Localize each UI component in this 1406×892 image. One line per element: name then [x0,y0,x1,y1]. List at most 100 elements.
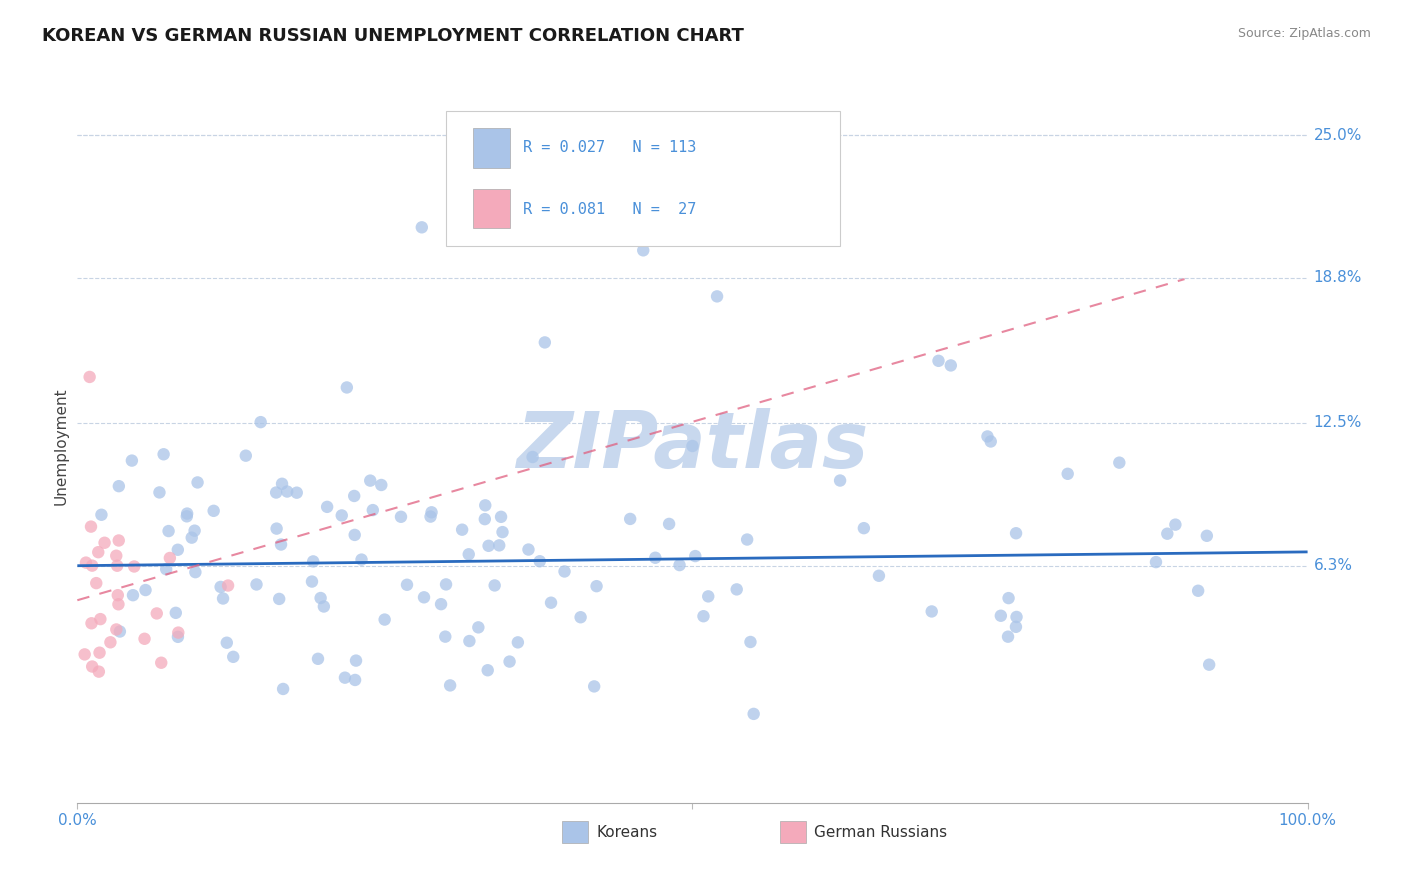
Point [411,220,433,235]
Point [517,542,540,557]
Point [830,474,852,488]
Text: 6.3%: 6.3% [1313,558,1353,574]
Point [706,289,728,303]
Point [87,665,110,679]
Point [1144,555,1167,569]
Text: 12.5%: 12.5% [1313,416,1362,431]
Point [271,681,294,696]
Point [107,597,129,611]
Point [100,635,122,649]
Point [217,578,239,592]
Point [389,509,412,524]
Point [434,577,457,591]
Point [344,673,367,687]
Point [90,508,112,522]
Point [359,474,381,488]
Point [619,512,641,526]
Text: ZIPatlas: ZIPatlas [516,408,869,484]
Point [1005,610,1028,624]
Point [302,554,325,568]
Point [852,521,875,535]
Point [488,538,510,552]
Point [477,539,499,553]
Bar [474,189,510,228]
Point [176,507,198,521]
Point [187,475,209,490]
Point [419,509,441,524]
Point [309,591,332,605]
Point [997,630,1019,644]
Text: R = 0.081   N =  27: R = 0.081 N = 27 [523,202,696,217]
FancyBboxPatch shape [447,111,841,246]
Point [474,499,496,513]
Point [307,652,329,666]
Text: 25.0%: 25.0% [1313,128,1362,143]
Point [269,591,291,606]
Point [73,648,96,662]
Point [644,550,666,565]
Point [658,516,681,531]
Point [1156,526,1178,541]
Point [105,558,128,573]
Point [361,503,384,517]
Point [249,415,271,429]
Text: R = 0.027   N = 113: R = 0.027 N = 113 [523,140,696,155]
Point [458,634,481,648]
Point [506,635,529,649]
Point [692,609,714,624]
Text: Koreans: Koreans [596,825,657,839]
Point [245,577,267,591]
Point [155,562,177,576]
Point [89,612,111,626]
Point [79,370,101,384]
Point [1005,620,1028,634]
Point [498,655,520,669]
Point [1056,467,1078,481]
Point [87,545,110,559]
Point [522,450,544,464]
Point [633,244,655,258]
Point [82,558,104,573]
Point [108,624,131,639]
Point [157,524,180,538]
Point [1195,529,1218,543]
Point [1198,657,1220,672]
Point [484,578,506,592]
Point [1005,526,1028,541]
Point [82,659,104,673]
Point [697,590,720,604]
Point [413,591,436,605]
Bar [474,128,510,168]
Point [75,556,97,570]
Point [222,649,245,664]
Point [108,479,131,493]
Point [121,453,143,467]
Point [215,636,238,650]
Point [395,578,418,592]
Point [316,500,339,514]
Point [350,552,373,566]
Point [330,508,353,523]
Point [89,646,111,660]
Point [1108,456,1130,470]
Point [1164,517,1187,532]
Point [212,591,235,606]
Y-axis label: Unemployment: Unemployment [53,387,69,505]
Point [150,656,173,670]
Point [725,582,748,597]
Point [434,630,457,644]
Point [271,476,294,491]
Point [107,588,129,602]
Text: 18.8%: 18.8% [1313,270,1362,285]
Point [270,537,292,551]
Point [491,525,513,540]
Point [585,579,607,593]
Point [135,582,157,597]
Point [167,630,190,644]
Point [735,533,758,547]
Point [166,542,188,557]
Point [742,706,765,721]
Point [183,524,205,538]
Point [80,616,103,631]
Point [209,580,232,594]
